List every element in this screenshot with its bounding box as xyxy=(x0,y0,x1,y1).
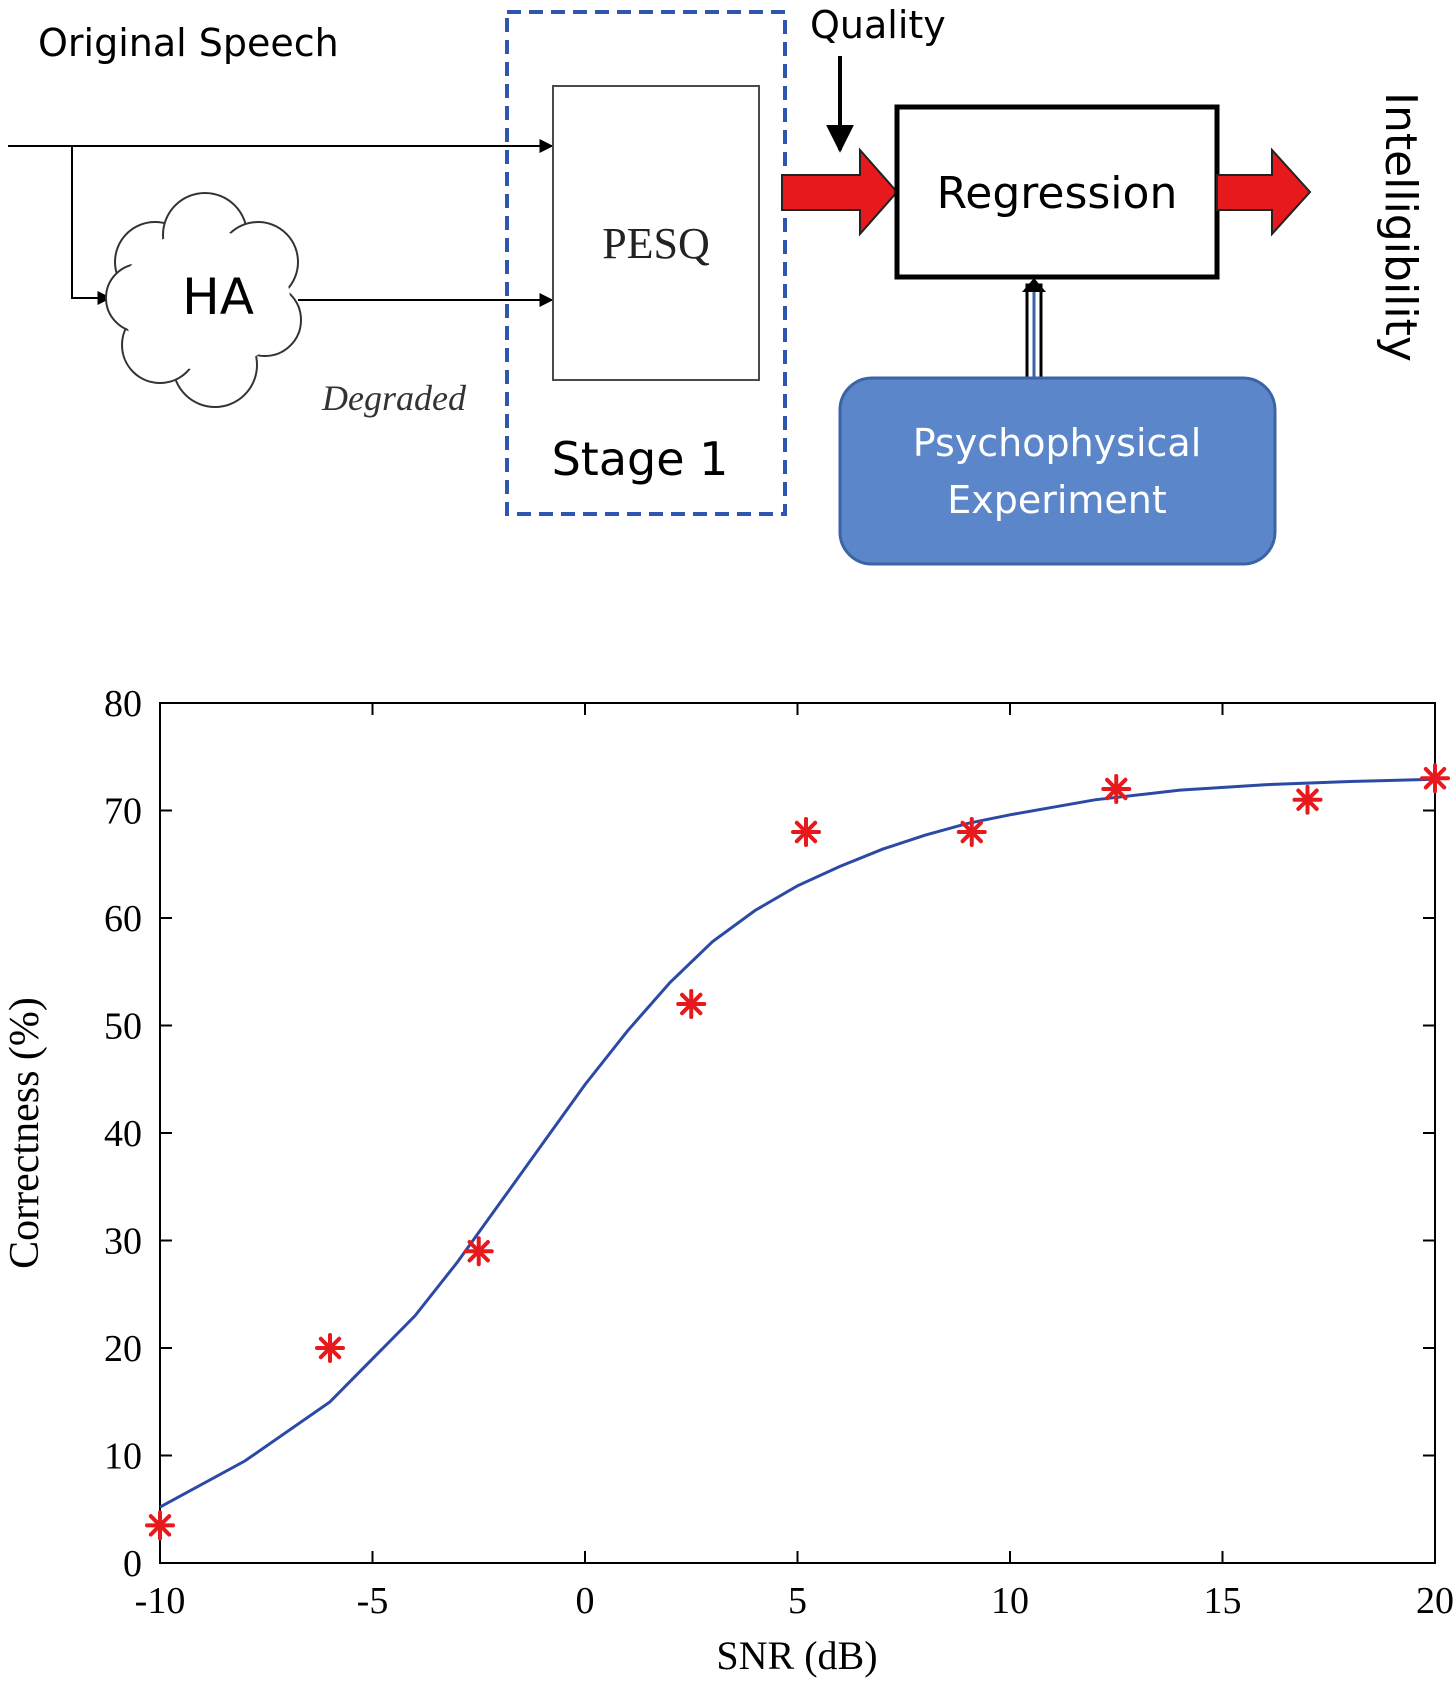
regression-label: Regression xyxy=(937,168,1178,219)
x-tick-label: 15 xyxy=(1204,1580,1242,1622)
pesq-label: PESQ xyxy=(602,219,710,268)
data-point-marker xyxy=(145,1510,175,1541)
y-tick-label: 10 xyxy=(104,1436,142,1478)
x-tick-label: 10 xyxy=(991,1580,1029,1622)
psychophysical-experiment-box xyxy=(838,376,1277,566)
y-axis-label: Correctness (%) xyxy=(2,997,48,1269)
fitted-curve xyxy=(159,777,1436,1509)
stage-1-box xyxy=(505,10,787,516)
data-point-marker xyxy=(1420,763,1450,794)
y-tick-label: 80 xyxy=(104,683,142,725)
y-tick-label: 40 xyxy=(104,1113,142,1155)
x-tick-label: -10 xyxy=(135,1580,186,1622)
data-point-marker xyxy=(315,1333,345,1363)
ha-label: HA xyxy=(182,268,254,326)
x-axis-ticks: -10 -5 0 5 10 15 20 xyxy=(135,703,1454,1622)
data-point-marker xyxy=(1292,784,1323,815)
y-tick-label: 50 xyxy=(104,1006,142,1048)
psychophysical-line1: Psychophysical xyxy=(913,421,1202,465)
red-arrow-to-intelligibility xyxy=(1216,147,1312,237)
y-tick-label: 30 xyxy=(104,1221,142,1263)
stage-1-label: Stage 1 xyxy=(552,432,729,486)
data-point-marker xyxy=(791,817,821,847)
data-markers xyxy=(145,763,1450,1541)
chart: -10 -5 0 5 10 15 20 0 10 20 30 40 50 60 70 80 SNR (dB)… xyxy=(2,683,1454,1678)
psychophysical-arrow-head xyxy=(1022,278,1046,292)
ha-cloud-icon xyxy=(105,192,302,408)
branch-to-ha-arrow xyxy=(71,146,112,305)
data-point-marker xyxy=(676,989,707,1019)
pesq-box xyxy=(552,85,760,381)
quality-label: Quality xyxy=(810,3,946,47)
regression-box xyxy=(894,104,1220,280)
y-tick-label: 20 xyxy=(104,1328,142,1370)
red-arrow-to-regression xyxy=(781,147,899,237)
psychophysical-line2: Experiment xyxy=(947,478,1167,522)
x-tick-label: 5 xyxy=(788,1580,807,1622)
degraded-label: Degraded xyxy=(321,378,467,418)
x-axis-label: SNR (dB) xyxy=(716,1633,877,1678)
data-point-marker xyxy=(463,1236,494,1267)
intelligibility-label: Intelligibility xyxy=(1375,92,1426,362)
block-diagram: Original Speech HA Degraded PESQ Stage 1… xyxy=(8,3,1426,566)
y-tick-label: 60 xyxy=(104,898,142,940)
x-tick-label: 20 xyxy=(1416,1580,1454,1622)
y-tick-label: 0 xyxy=(123,1543,142,1585)
y-axis-ticks: 0 10 20 30 40 50 60 70 80 xyxy=(104,683,1435,1585)
x-tick-label: -5 xyxy=(357,1580,389,1622)
original-speech-label: Original Speech xyxy=(38,21,339,65)
y-tick-label: 70 xyxy=(104,791,142,833)
x-tick-label: 0 xyxy=(576,1580,595,1622)
data-point-marker xyxy=(1101,774,1132,804)
data-point-marker xyxy=(956,817,987,847)
